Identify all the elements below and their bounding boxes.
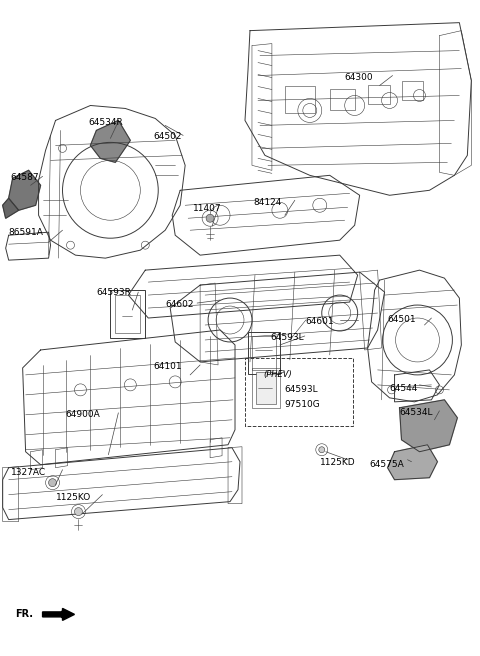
Text: 11407: 11407: [193, 204, 222, 213]
Text: (PHEV): (PHEV): [263, 370, 292, 379]
Text: 64501: 64501: [387, 315, 416, 324]
Text: 64593R: 64593R: [96, 288, 132, 297]
Bar: [256, 372, 276, 404]
Text: 1327AC: 1327AC: [11, 468, 46, 477]
Bar: [402, 81, 423, 100]
Bar: [368, 85, 390, 104]
Text: FR.: FR.: [15, 609, 33, 619]
Text: 97510G: 97510G: [285, 400, 321, 409]
Text: 64534R: 64534R: [88, 119, 123, 127]
Polygon shape: [90, 121, 130, 162]
Bar: [110, 290, 145, 338]
Polygon shape: [399, 400, 457, 452]
Bar: [252, 368, 280, 408]
Circle shape: [319, 447, 325, 453]
Text: 86591A: 86591A: [9, 228, 44, 237]
FancyArrow shape: [43, 608, 74, 621]
Text: 64593L: 64593L: [270, 333, 303, 342]
Bar: [330, 89, 355, 110]
Text: 1125KD: 1125KD: [320, 458, 355, 466]
Text: 64544: 64544: [390, 384, 418, 393]
Text: 64534L: 64534L: [399, 408, 433, 417]
Circle shape: [74, 508, 83, 516]
Bar: [245, 358, 353, 426]
Text: 64900A: 64900A: [65, 410, 100, 419]
Polygon shape: [387, 445, 437, 480]
Text: 64502: 64502: [153, 133, 182, 142]
Text: 64300: 64300: [345, 73, 373, 81]
Text: 64587: 64587: [11, 173, 39, 182]
Text: 64601: 64601: [306, 317, 335, 326]
Text: 64101: 64101: [153, 362, 182, 371]
Bar: [248, 332, 280, 374]
Polygon shape: [9, 171, 41, 211]
Text: 1125KO: 1125KO: [56, 493, 91, 502]
Polygon shape: [3, 198, 19, 218]
Text: 64602: 64602: [165, 300, 194, 309]
Circle shape: [206, 215, 214, 222]
Text: 84124: 84124: [253, 198, 281, 207]
Text: 64593L: 64593L: [285, 385, 319, 394]
Circle shape: [48, 479, 57, 487]
Bar: [115, 295, 140, 333]
Bar: [252, 336, 276, 370]
Text: 64575A: 64575A: [370, 460, 404, 469]
Bar: [285, 85, 315, 113]
